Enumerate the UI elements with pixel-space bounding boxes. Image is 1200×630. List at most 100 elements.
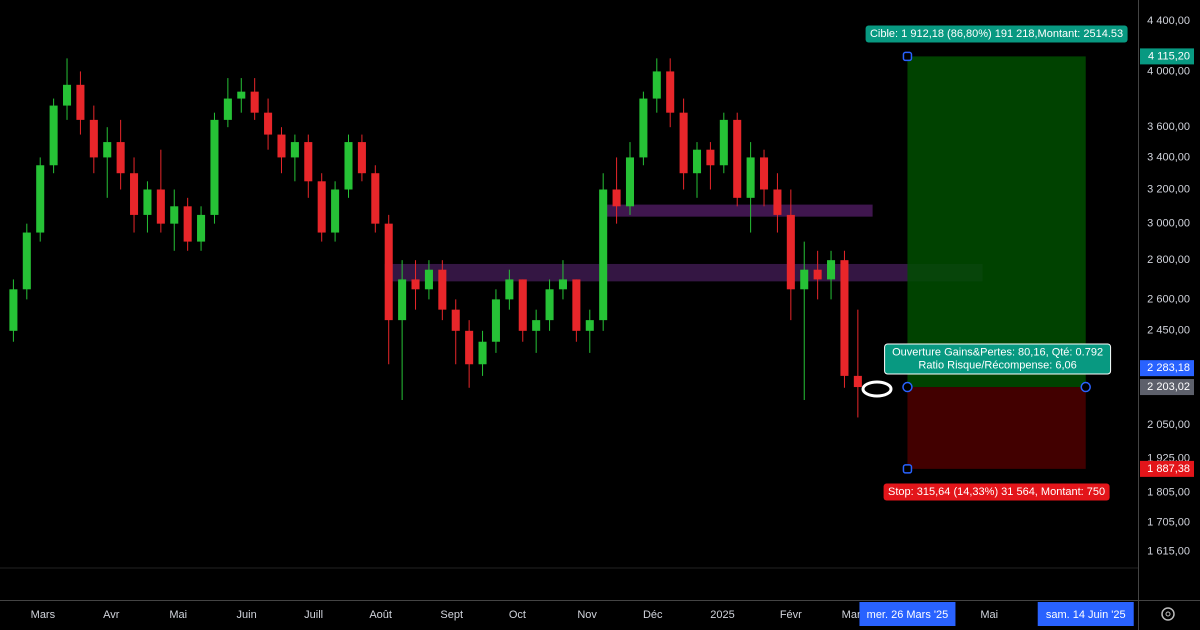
candle-body [679,112,688,174]
x-tick-label: Oct [509,609,526,621]
candle-body [223,98,232,120]
candle-body [599,189,608,321]
summary-label-text: Ouverture Gains&Pertes: 80,16, Qté: 0.79… [892,346,1103,358]
candle-body [612,189,621,207]
position-handle [902,51,913,62]
stop-price-tag-text: 1 887,38 [1147,463,1190,475]
stop-label-bg [883,483,1110,501]
stop-price-tag-bg [1140,460,1194,477]
zone [384,263,983,282]
candle-body [760,157,769,190]
candle-body [384,223,393,321]
y-tick-label: 4 400,00 [1147,15,1190,27]
candle-body [371,173,380,224]
loss-zone [907,387,1086,469]
candle-body [625,157,635,207]
target-price-tag-bg [1140,48,1194,65]
position-handle [902,381,913,393]
y-tick-label: 3 000,00 [1147,218,1190,230]
target-label: Cible: 1 912,18 (86,80%) 191 218,Montant… [865,25,1128,43]
candle-body [411,279,420,290]
price-line-tag: 2 283,18 [1140,360,1194,377]
stop-price-tag: 1 887,38 [1140,460,1194,477]
entry-price-tag-bg [1140,379,1194,396]
x-tick-label: Mai [980,609,998,621]
candle-body [130,173,139,215]
candle-body [76,84,85,120]
candle-body [840,260,849,376]
x-tick-label: Nov [577,609,597,621]
candle-body [304,142,313,182]
y-tick-label: 2 050,00 [1147,419,1190,431]
candle-body [733,119,742,198]
zone [605,204,873,217]
candle-body [518,279,527,331]
x-highlight: mer. 26 Mars '25 [859,602,956,626]
candle-body [398,279,407,321]
candle-body [344,142,353,190]
y-tick-label: 1 615,00 [1147,545,1190,557]
candle-body [773,189,782,215]
y-tick-label: 3 400,00 [1147,151,1190,163]
summary-label: Ouverture Gains&Pertes: 80,16, Qté: 0.79… [884,343,1112,375]
candle-body [585,320,594,331]
candle-body [706,149,715,166]
x-tick-label: Juill [304,609,323,621]
y-tick-label: 2 450,00 [1147,325,1190,337]
candle-body [36,165,45,233]
y-tick-label: 2 600,00 [1147,293,1190,305]
x-tick-label: Mai [169,609,187,621]
candle-body [505,279,514,300]
candle-body [532,320,541,331]
candle-body [170,206,179,224]
candle-body [800,269,809,290]
candle-body [652,71,661,99]
x-highlight-bg [859,602,956,626]
price-line-tag-text: 2 283,18 [1147,362,1190,374]
candle-body [197,214,206,242]
candle-body [666,71,675,113]
candle-body [478,341,487,365]
candle-body [692,149,702,174]
x-tick-label: 2025 [710,609,734,621]
candle-body [143,189,152,215]
candle-body [264,112,273,135]
x-tick-label: Déc [643,609,663,621]
y-tick-label: 3 600,00 [1147,121,1190,133]
settings-icon[interactable] [1161,607,1175,621]
settings-icon-core[interactable] [1165,611,1171,617]
candle-body [22,232,31,290]
candle-body [250,91,259,113]
stop-label-text: Stop: 315,64 (14,33%) 31 564, Montant: 7… [888,486,1105,498]
entry-price-tag: 2 203,02 [1140,379,1194,396]
candle-body [49,105,58,166]
candle-body [62,84,72,106]
y-tick-label: 3 200,00 [1147,183,1190,195]
candle-body [558,279,567,290]
price-line-tag-bg [1140,360,1194,377]
candle-body [277,134,286,158]
candle-body [746,157,755,198]
candle-body [89,119,98,158]
candle-body [719,119,728,166]
candle-body [451,309,460,331]
position-handle [902,464,913,474]
x-tick-label: Mars [31,609,56,621]
y-tick-label: 2 800,00 [1147,254,1190,266]
candle-body [290,142,299,158]
settings-button[interactable] [1161,607,1175,621]
candle-body [183,206,192,242]
candle-body [639,98,648,158]
y-tick-label: 4 000,00 [1147,65,1190,77]
summary-label-bg [884,343,1112,375]
summary-label-text: Ratio Risque/Récompense: 6,06 [918,359,1076,371]
x-tick-label: Août [369,609,392,621]
candle-body [317,181,326,233]
profit-zone [907,56,1086,388]
candle-body [237,91,246,99]
candle-body [786,214,795,290]
candle-body [438,269,447,310]
candle-body [331,189,340,233]
x-highlight-text: mer. 26 Mars '25 [867,609,949,621]
